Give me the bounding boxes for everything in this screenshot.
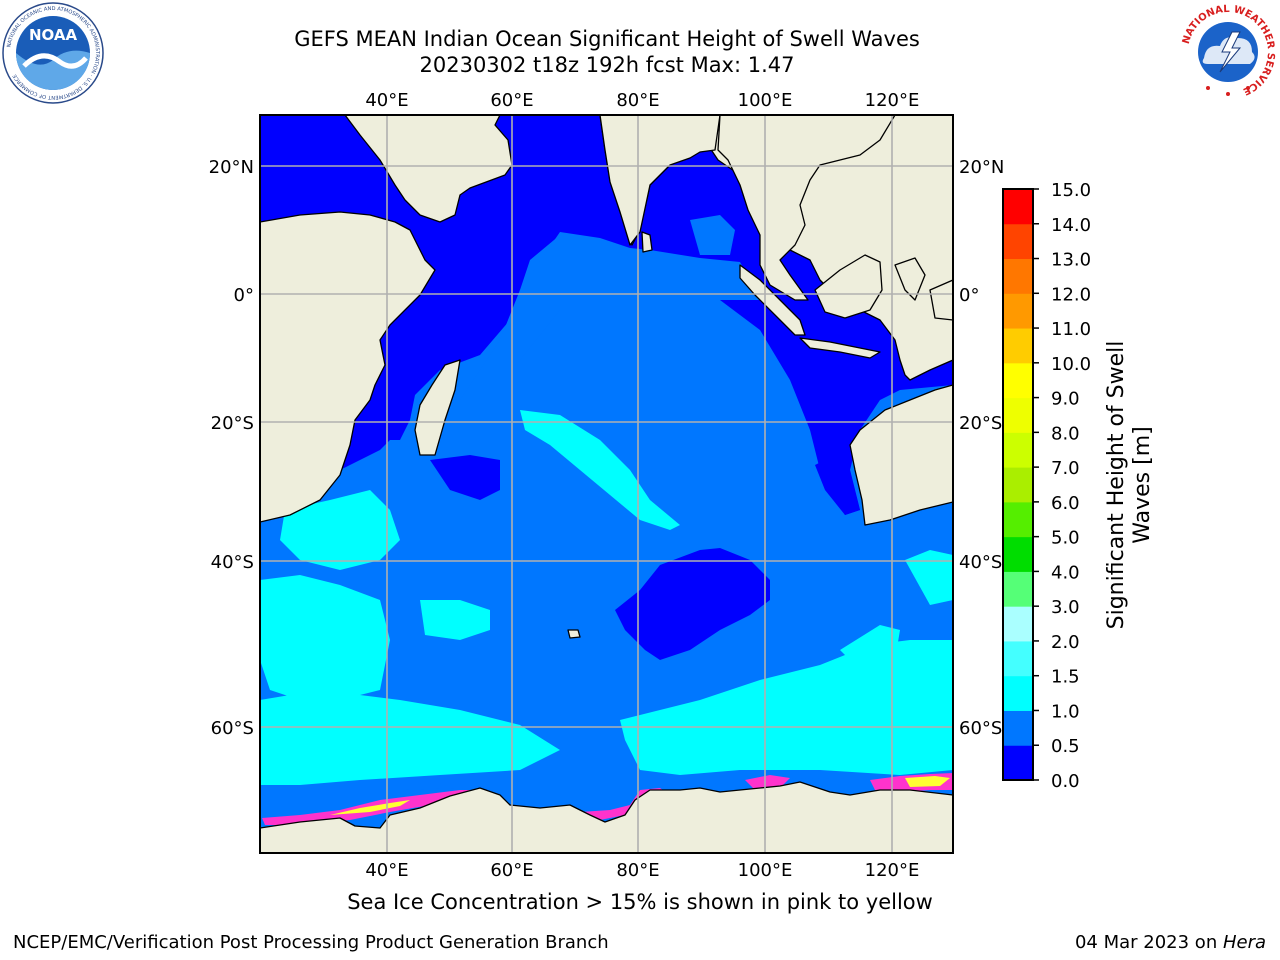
colorbar-tick-label: 8.0: [1051, 423, 1080, 444]
land-sri-lanka: [641, 231, 653, 253]
colorbar-title-line2: Waves [m]: [1130, 426, 1155, 543]
colorbar-segment: [1003, 536, 1033, 572]
ocean-low-mozambique: [370, 360, 420, 440]
colorbar-segment: [1003, 640, 1033, 677]
colorbar-segment: [1003, 571, 1033, 607]
colorbar-title: Significant Height of Swell Waves [m]: [1104, 341, 1155, 630]
colorbar-tick-label: 6.0: [1051, 493, 1080, 514]
colorbar-tick-label: 1.0: [1051, 701, 1080, 722]
noaa-logo-text: NOAA: [29, 26, 78, 44]
colorbar-tick-label: 7.0: [1051, 458, 1080, 479]
land-java: [799, 337, 881, 359]
ocean-low-madagascar-south: [430, 455, 500, 500]
colorbar-tick-label: 4.0: [1051, 562, 1080, 583]
footer-credit: NCEP/EMC/Verification Post Processing Pr…: [13, 932, 609, 953]
footer-host: Hera: [1222, 932, 1266, 953]
colorbar-tick-label: 9.0: [1051, 389, 1080, 410]
ocean-mid-arabian: [440, 232, 760, 440]
lon-label-top: 80°E: [616, 90, 659, 111]
colorbar-tick-label: 13.0: [1051, 250, 1091, 271]
colorbar-segment: [1003, 745, 1033, 781]
land-antarctica: [260, 781, 953, 853]
land-india: [599, 115, 721, 246]
map-area: [260, 115, 953, 853]
swell-cyan-regions: [260, 410, 953, 785]
ocean-low-central-south: [615, 548, 770, 660]
colorbar-segment: [1003, 710, 1033, 746]
lat-label-right: 20°N: [959, 157, 1004, 178]
colorbar-tick-label: 2.0: [1051, 632, 1080, 653]
lon-label-top: 100°E: [738, 90, 793, 111]
lon-label-bottom: 120°E: [865, 860, 920, 881]
colorbar-segment: [1003, 223, 1033, 260]
colorbar-tick-label: 5.0: [1051, 528, 1080, 549]
colorbar-tick-label: 0.0: [1051, 771, 1080, 792]
lon-label-bottom: 60°E: [490, 860, 533, 881]
colorbar-tick-label: 10.0: [1051, 354, 1091, 375]
footer-date-text: 04 Mar 2023 on: [1074, 932, 1223, 953]
sea-ice-note: Sea Ice Concentration > 15% is shown in …: [347, 890, 933, 914]
land-australia: [849, 384, 953, 526]
colorbar-segment: [1003, 293, 1033, 329]
lat-label-right: 40°S: [959, 552, 1002, 573]
colorbar-tick-label: 11.0: [1051, 319, 1091, 340]
lat-label-right: 60°S: [959, 718, 1002, 739]
lat-labels: 20°N 0° 20°S 40°S 60°S 20°N 0° 20°S 40°S…: [209, 157, 1005, 739]
colorbar-tick-label: 1.5: [1051, 667, 1080, 688]
colorbar-tick-label: 3.0: [1051, 597, 1080, 618]
colorbar-segment: [1003, 467, 1033, 503]
colorbar-tick-label: 14.0: [1051, 215, 1091, 236]
graticule: [260, 115, 953, 853]
colorbar-segment: [1003, 362, 1033, 399]
land-se-asia: [717, 115, 896, 301]
lat-label-left: 0°: [234, 285, 254, 306]
colorbar-segment: [1003, 606, 1033, 642]
ocean-low-australia-west: [815, 455, 860, 515]
map-frame: [259, 114, 954, 854]
colorbar-segment: [1003, 432, 1033, 468]
lon-label-bottom: 80°E: [616, 860, 659, 881]
land-madagascar: [414, 359, 461, 456]
colorbar-segment: [1003, 189, 1033, 225]
land: [260, 115, 953, 853]
colorbar-title-line1: Significant Height of Swell: [1104, 341, 1129, 630]
colorbar-tick-label: 15.0: [1051, 180, 1091, 201]
lat-label-left: 40°S: [211, 552, 254, 573]
lon-label-bottom: 40°E: [365, 860, 408, 881]
colorbar-segment: [1003, 675, 1033, 711]
lat-label-left: 20°S: [211, 413, 254, 434]
lon-label-bottom: 100°E: [738, 860, 793, 881]
colorbar-segment: [1003, 258, 1033, 294]
land-sulawesi: [894, 257, 926, 301]
map-subtitle: 20230302 t18z 192h fcst Max: 1.47: [419, 53, 795, 77]
colorbar-segment: [1003, 397, 1033, 433]
footer-date: 04 Mar 2023 on Hera: [1075, 932, 1266, 953]
lon-label-top: 40°E: [365, 90, 408, 111]
land-kerguelen: [567, 629, 581, 639]
lon-labels: 40°E 60°E 80°E 100°E 120°E 40°E 60°E 80°…: [365, 90, 919, 881]
land-new-guinea: [929, 279, 953, 321]
colorbar-tick-label: 12.0: [1051, 284, 1091, 305]
colorbar-ticks: 0.0 0.5 1.0 1.5 2.0 3.0 4.0 5.0 6.0 7.0 8.0 9.0 10.0…: [1033, 180, 1091, 792]
colorbar-segment: [1003, 501, 1033, 538]
colorbar-tick-label: 0.5: [1051, 736, 1080, 757]
map-title: GEFS MEAN Indian Ocean Significant Heigh…: [294, 27, 920, 51]
colorbar-frame: [1002, 188, 1034, 781]
noaa-logo: NATIONAL OCEANIC AND ATMOSPHERIC ADMINIS…: [2, 2, 104, 104]
lon-label-top: 60°E: [490, 90, 533, 111]
land-borneo: [814, 254, 883, 319]
colorbar-segment: [1003, 328, 1033, 364]
lat-label-right: 0°: [959, 285, 979, 306]
lon-label-top: 120°E: [865, 90, 920, 111]
ocean-mid-bay: [690, 215, 735, 255]
lat-label-left: 60°S: [211, 718, 254, 739]
land-sumatra: [739, 264, 806, 336]
lat-label-left: 20°N: [209, 157, 254, 178]
lat-label-right: 20°S: [959, 413, 1002, 434]
colorbar: [1003, 189, 1033, 781]
nws-logo: NATIONAL WEATHER SERVICE: [1179, 3, 1277, 101]
